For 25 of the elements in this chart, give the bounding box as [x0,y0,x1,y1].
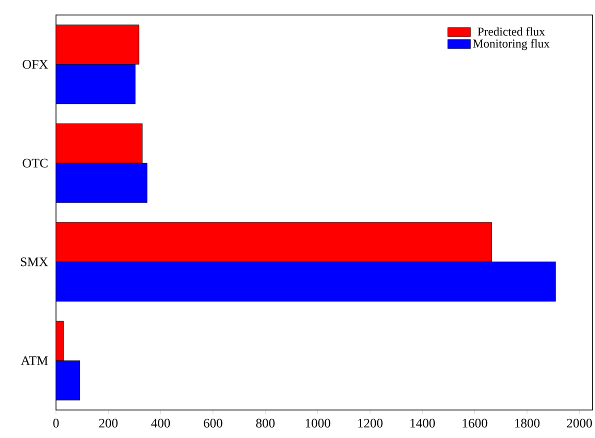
bar [56,24,140,65]
x-tick-label: 200 [99,418,118,428]
bar [56,360,80,400]
x-tick-label: 800 [256,418,275,428]
y-tick-label: OTC [22,158,48,168]
y-tick-label: OFX [22,60,48,69]
bar [56,162,148,203]
x-tick-label: 1000 [306,418,330,428]
x-tick-label: 2000 [566,418,592,428]
x-tick-label: 400 [151,418,170,428]
bar [56,262,556,302]
x-tick-label: 600 [204,418,222,428]
x-tick-label: 1600 [462,418,488,428]
legend-label: Predicted flux [478,27,545,36]
bar [56,64,136,104]
bar [56,123,143,164]
y-tick-label: ATM [20,356,48,365]
x-tick-label: 1800 [515,418,540,428]
x-tick-label: 1200 [358,418,383,428]
x-tick-label: 0 [53,418,59,428]
x-tick-label: 1400 [410,418,435,428]
legend-label: Monitoring flux [473,39,550,50]
bar [56,320,64,361]
bar [56,222,492,262]
y-tick-label: SMX [20,257,48,266]
